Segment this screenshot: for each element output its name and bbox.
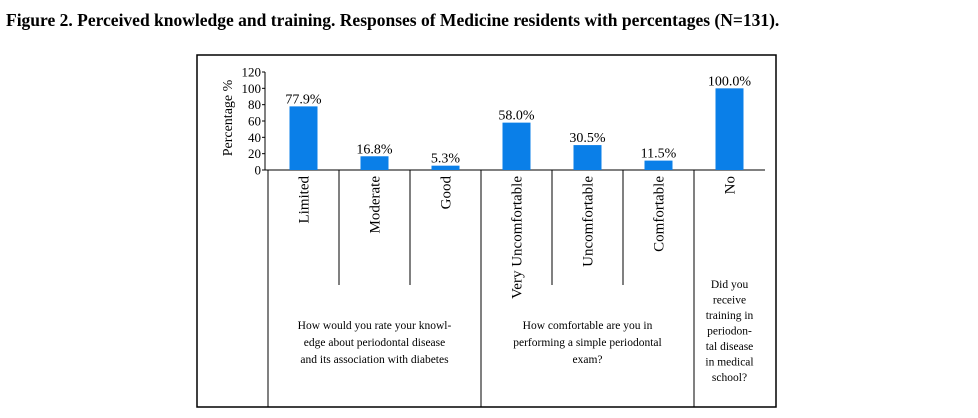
y-tick-label: 100 [242, 81, 262, 96]
group-label: How comfortable are you in performing a s… [513, 320, 662, 366]
category-label: Moderate [368, 176, 384, 234]
data-label: 5.3% [431, 152, 461, 167]
bar [289, 106, 318, 170]
category-label: No [723, 176, 739, 194]
category-label: Very Uncomfortable [510, 176, 526, 299]
y-tick-label: 20 [248, 146, 261, 161]
data-label: 58.0% [498, 109, 535, 124]
y-tick-label: 40 [248, 130, 261, 145]
group-label: Did you receive training in periodon-tal di… [705, 279, 753, 384]
data-label: 11.5% [641, 147, 677, 162]
bar [644, 160, 673, 170]
bar [431, 165, 460, 170]
y-tick-label: 120 [242, 65, 262, 80]
y-axis-label: Percentage % [221, 79, 236, 156]
chart-frame [196, 54, 777, 408]
bar [715, 88, 744, 170]
bar [360, 156, 389, 170]
data-label: 100.0% [708, 74, 752, 89]
data-label: 16.8% [356, 142, 393, 157]
y-tick-label: 0 [255, 163, 262, 178]
bar [573, 145, 602, 170]
category-label: Good [439, 176, 455, 210]
bar [502, 122, 531, 170]
group-label: How would you rate your knowl-edge about… [298, 320, 452, 366]
category-label: Comfortable [652, 176, 668, 252]
y-tick-label: 80 [248, 97, 261, 112]
data-label: 77.9% [285, 92, 322, 107]
data-label: 30.5% [569, 131, 606, 146]
y-tick-label: 60 [248, 114, 261, 129]
category-label: Limited [297, 176, 313, 224]
figure-title: Figure 2. Perceived knowledge and traini… [6, 10, 780, 30]
category-label: Uncomfortable [581, 176, 597, 267]
